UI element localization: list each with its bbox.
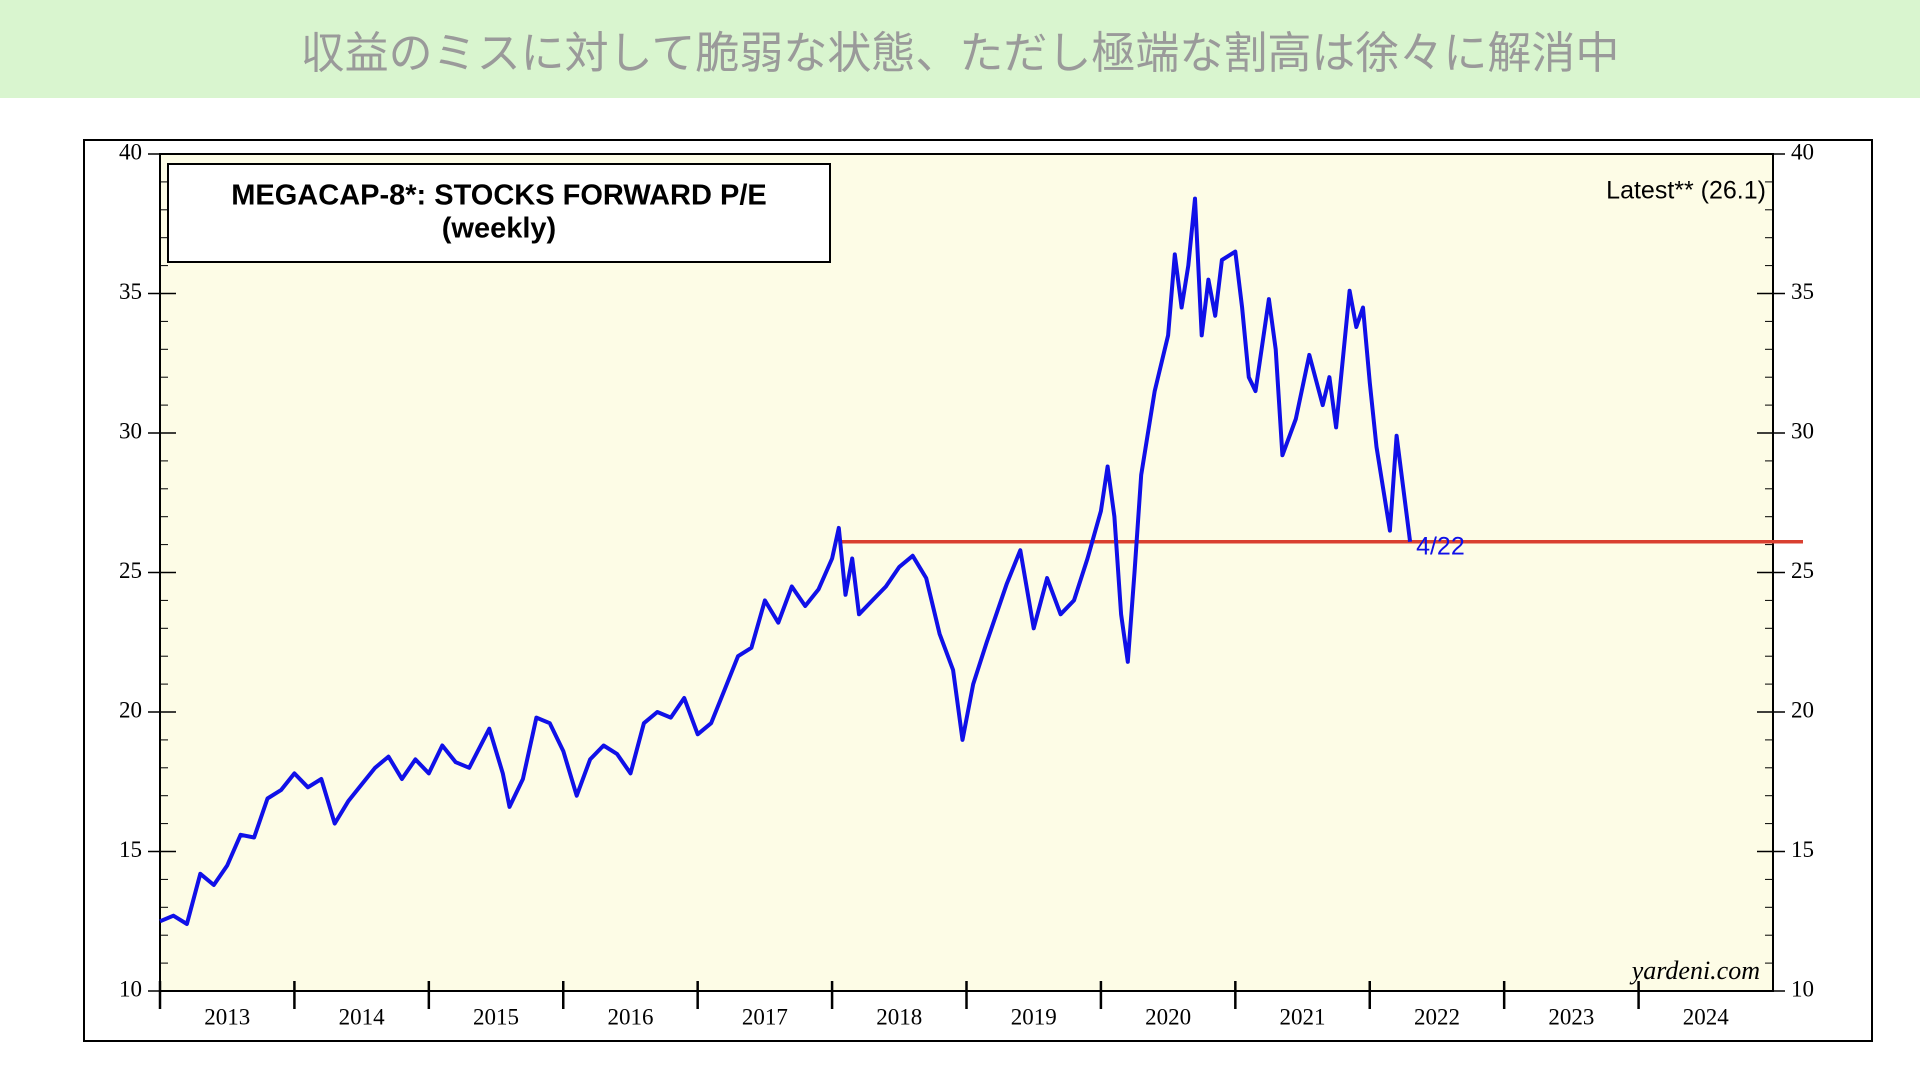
y-tick-label: 15 [119, 837, 142, 862]
y-tick-label: 40 [119, 139, 142, 164]
y-tick-label: 25 [119, 558, 142, 583]
y2-tick-label: 40 [1791, 139, 1814, 164]
chart-subtitle: (weekly) [442, 213, 556, 245]
y2-tick-label: 25 [1791, 558, 1814, 583]
x-tick-label: 2022 [1414, 1004, 1460, 1029]
y2-tick-label: 15 [1791, 837, 1814, 862]
x-tick-label: 2014 [339, 1004, 386, 1029]
x-tick-label: 2017 [742, 1004, 788, 1029]
latest-note: Latest** (26.1) [1606, 177, 1766, 205]
chart-title: MEGACAP-8*: STOCKS FORWARD P/E [231, 180, 766, 212]
plot-area [159, 153, 1774, 992]
y-tick-label: 30 [119, 418, 142, 443]
y2-tick-label: 10 [1791, 976, 1814, 1001]
y-tick-label: 20 [119, 697, 142, 722]
date-label: 4/22 [1416, 532, 1465, 560]
x-tick-label: 2018 [876, 1004, 922, 1029]
x-tick-label: 2024 [1683, 1004, 1730, 1029]
x-tick-label: 2015 [473, 1004, 519, 1029]
x-tick-label: 2021 [1280, 1004, 1326, 1029]
banner-title: 収益のミスに対して脆弱な状態、ただし極端な割高は徐々に解消中 [0, 0, 1920, 98]
x-tick-label: 2013 [204, 1004, 250, 1029]
y-tick-label: 35 [119, 279, 142, 304]
x-tick-label: 2016 [607, 1004, 653, 1029]
x-tick-label: 2020 [1145, 1004, 1191, 1029]
y2-tick-label: 20 [1791, 697, 1814, 722]
title-box [167, 163, 831, 263]
y2-tick-label: 30 [1791, 418, 1814, 443]
y2-tick-label: 35 [1791, 279, 1814, 304]
x-tick-label: 2023 [1548, 1004, 1594, 1029]
source-note: yardeni.com [1629, 956, 1760, 985]
x-tick-label: 2019 [1011, 1004, 1057, 1029]
data-line [159, 196, 1413, 926]
y-tick-label: 10 [119, 976, 142, 1001]
